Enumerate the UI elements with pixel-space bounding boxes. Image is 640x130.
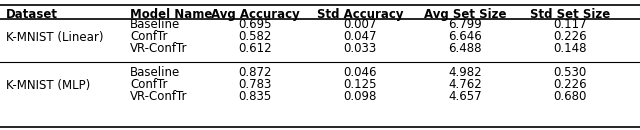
Text: 0.046: 0.046 <box>343 67 377 80</box>
Text: 0.125: 0.125 <box>343 79 377 92</box>
Text: 6.646: 6.646 <box>448 31 482 44</box>
Text: K-MNIST (MLP): K-MNIST (MLP) <box>6 79 90 92</box>
Text: 0.612: 0.612 <box>238 43 272 56</box>
Text: 0.033: 0.033 <box>344 43 376 56</box>
Text: 0.047: 0.047 <box>343 31 377 44</box>
Text: 0.117: 0.117 <box>553 18 587 31</box>
Text: Model Name: Model Name <box>130 8 212 21</box>
Text: 0.680: 0.680 <box>554 90 587 103</box>
Text: ConfTr: ConfTr <box>130 31 168 44</box>
Text: Avg Accuracy: Avg Accuracy <box>211 8 300 21</box>
Text: Std Accuracy: Std Accuracy <box>317 8 403 21</box>
Text: 0.226: 0.226 <box>553 79 587 92</box>
Text: 0.148: 0.148 <box>553 43 587 56</box>
Text: Baseline: Baseline <box>130 18 180 31</box>
Text: 0.783: 0.783 <box>238 79 272 92</box>
Text: Dataset: Dataset <box>6 8 58 21</box>
Text: 4.982: 4.982 <box>448 67 482 80</box>
Text: 0.098: 0.098 <box>343 90 377 103</box>
Text: 0.872: 0.872 <box>238 67 272 80</box>
Text: Avg Set Size: Avg Set Size <box>424 8 506 21</box>
Text: VR-ConfTr: VR-ConfTr <box>130 90 188 103</box>
Text: 0.226: 0.226 <box>553 31 587 44</box>
Text: 0.695: 0.695 <box>238 18 272 31</box>
Text: 0.530: 0.530 <box>554 67 587 80</box>
Text: 4.762: 4.762 <box>448 79 482 92</box>
Text: 4.657: 4.657 <box>448 90 482 103</box>
Text: Baseline: Baseline <box>130 67 180 80</box>
Text: VR-ConfTr: VR-ConfTr <box>130 43 188 56</box>
Text: Std Set Size: Std Set Size <box>530 8 610 21</box>
Text: 0.007: 0.007 <box>343 18 377 31</box>
Text: 0.582: 0.582 <box>238 31 272 44</box>
Text: K-MNIST (Linear): K-MNIST (Linear) <box>6 31 104 44</box>
Text: 6.488: 6.488 <box>448 43 482 56</box>
Text: 6.799: 6.799 <box>448 18 482 31</box>
Text: ConfTr: ConfTr <box>130 79 168 92</box>
Text: 0.835: 0.835 <box>238 90 271 103</box>
